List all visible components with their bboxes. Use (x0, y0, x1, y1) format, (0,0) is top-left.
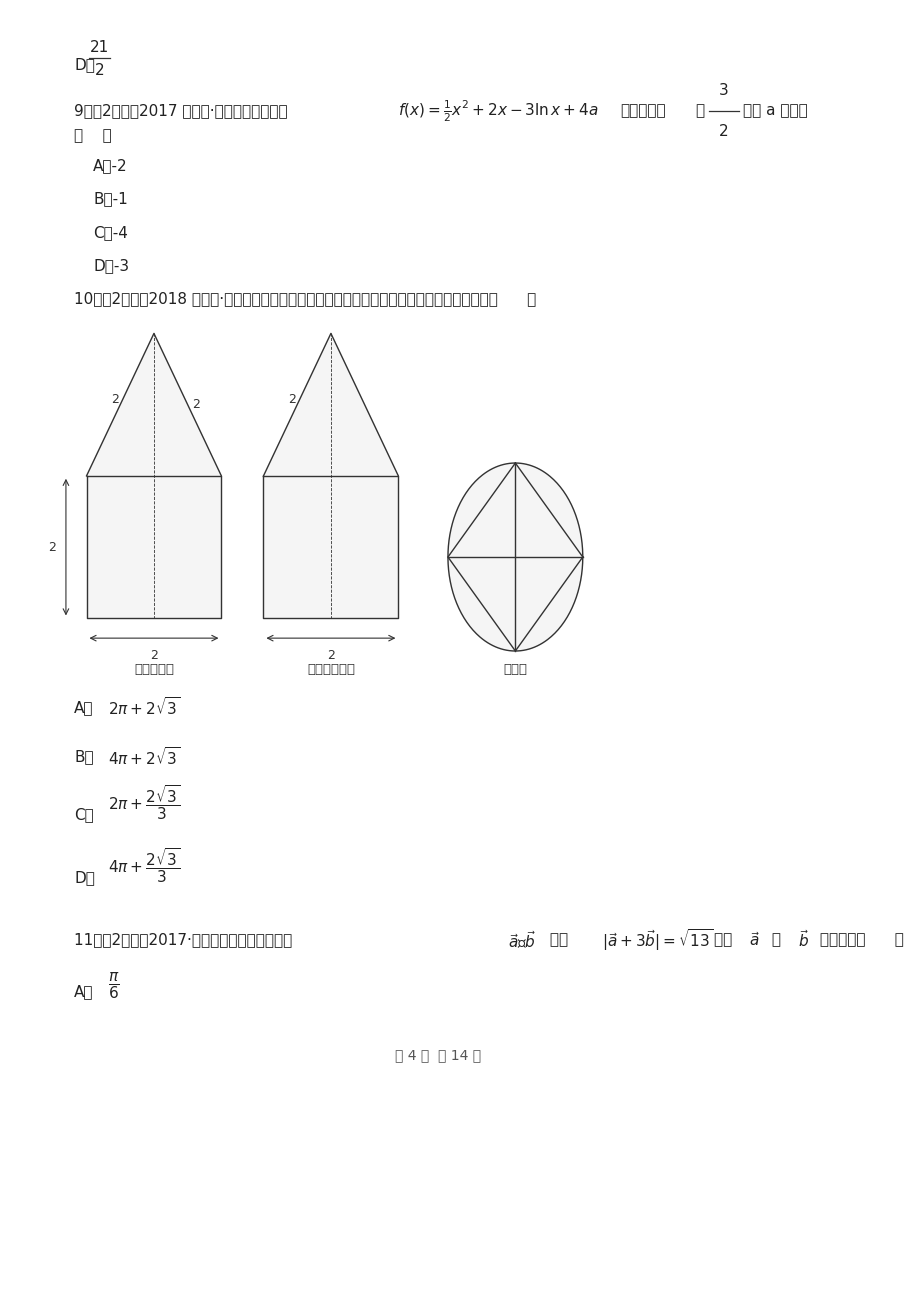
Text: －: － (695, 103, 704, 118)
Text: ，则 a 的值为: ，则 a 的值为 (742, 103, 807, 118)
Text: B．: B． (74, 750, 94, 764)
Text: $4\pi+\dfrac{2\sqrt{3}}{3}$: $4\pi+\dfrac{2\sqrt{3}}{3}$ (108, 846, 180, 885)
Text: C．: C． (74, 807, 94, 822)
Text: 的夹角为（      ）: 的夹角为（ ） (814, 932, 902, 948)
Text: ，则: ，则 (713, 932, 736, 948)
Text: 21: 21 (90, 40, 109, 55)
Polygon shape (86, 333, 221, 477)
Text: 11．（2分）（2017·常德模拟）已知单位向量: 11．（2分）（2017·常德模拟）已知单位向量 (74, 932, 297, 948)
Text: $f(x)=\frac{1}{2}x^2+2x-3\ln x+4a$: $f(x)=\frac{1}{2}x^2+2x-3\ln x+4a$ (398, 98, 598, 124)
Text: $2\pi+2\sqrt{3}$: $2\pi+2\sqrt{3}$ (108, 697, 180, 719)
Text: $\vec{b}$: $\vec{b}$ (798, 930, 809, 950)
Text: B．-1: B．-1 (93, 191, 128, 207)
Polygon shape (448, 464, 582, 651)
Text: $\vec{a}$: $\vec{a}$ (749, 931, 760, 949)
Text: $\dfrac{\pi}{6}$: $\dfrac{\pi}{6}$ (108, 971, 119, 1001)
Text: 满足: 满足 (545, 932, 573, 948)
Text: D．: D． (74, 57, 96, 72)
Text: 9．（2分）（2017 高二下·长春期末）若函数: 9．（2分）（2017 高二下·长春期末）若函数 (74, 103, 288, 118)
Text: 2: 2 (95, 62, 105, 78)
Text: 2: 2 (150, 650, 158, 663)
Text: 2: 2 (288, 393, 295, 406)
Text: C．-4: C．-4 (93, 225, 128, 240)
Text: D．-3: D．-3 (93, 259, 129, 273)
Text: 2: 2 (48, 540, 56, 553)
Text: $2\pi+\dfrac{2\sqrt{3}}{3}$: $2\pi+\dfrac{2\sqrt{3}}{3}$ (108, 783, 180, 822)
Text: $4\pi+2\sqrt{3}$: $4\pi+2\sqrt{3}$ (108, 746, 180, 768)
Text: 2: 2 (111, 393, 119, 406)
Text: 与: 与 (766, 932, 785, 948)
Polygon shape (86, 477, 221, 618)
Text: 的极小值为: 的极小值为 (619, 103, 665, 118)
Text: 2: 2 (326, 650, 335, 663)
Text: $|\vec{a}+3\vec{b}|=\sqrt{13}$: $|\vec{a}+3\vec{b}|=\sqrt{13}$ (601, 927, 712, 953)
Text: D．: D． (74, 870, 96, 885)
Text: 10．（2分）（2018 高二上·武邑月考）一空间几何体的三视图如图所示，则该几何体的体积为（      ）: 10．（2分）（2018 高二上·武邑月考）一空间几何体的三视图如图所示，则该几… (74, 292, 536, 306)
Polygon shape (263, 333, 398, 477)
Text: $\vec{a}$，$\vec{b}$: $\vec{a}$，$\vec{b}$ (507, 930, 536, 950)
Text: 侧（左）视图: 侧（左）视图 (307, 663, 355, 676)
Polygon shape (263, 477, 398, 618)
Text: 第 4 页  共 14 页: 第 4 页 共 14 页 (394, 1048, 481, 1062)
Text: （    ）: （ ） (74, 128, 112, 143)
Text: 俯视图: 俯视图 (503, 663, 527, 676)
Text: A．-2: A．-2 (93, 158, 128, 173)
Text: A．: A． (74, 984, 94, 999)
Text: 2: 2 (192, 398, 200, 411)
Text: 3: 3 (719, 83, 728, 98)
Text: A．: A． (74, 700, 94, 715)
Text: 2: 2 (719, 124, 728, 139)
Text: 正（平）视: 正（平）视 (134, 663, 174, 676)
